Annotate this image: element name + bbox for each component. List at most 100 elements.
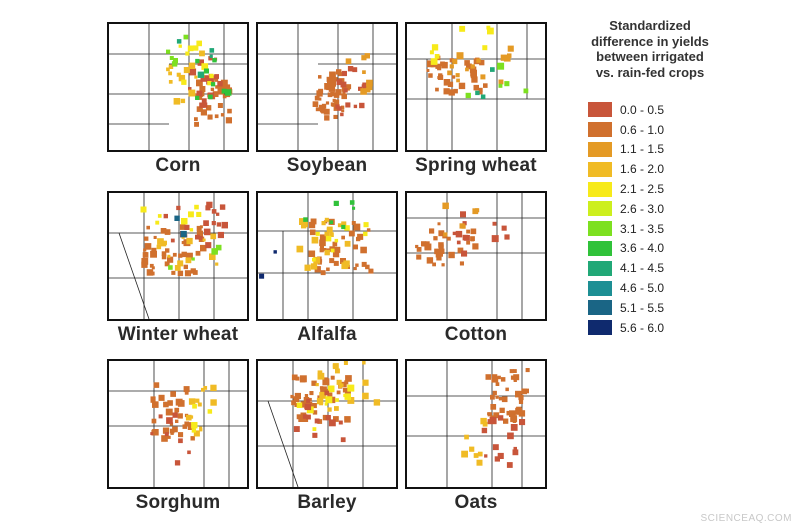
legend-label: 1.6 - 2.0 (620, 162, 665, 177)
legend-label: 2.6 - 3.0 (620, 201, 665, 216)
county-cell (328, 419, 336, 427)
county-cell (495, 382, 500, 386)
county-cell (144, 236, 149, 241)
legend-title-line: difference in yields (591, 33, 709, 49)
county-cell (161, 254, 167, 260)
county-cell (150, 432, 154, 436)
legend-item: 1.6 - 2.0 (588, 159, 740, 179)
county-cell (225, 117, 232, 124)
county-cell (490, 394, 495, 400)
county-cell (306, 414, 311, 420)
county-cell (341, 381, 347, 388)
county-cell (178, 44, 182, 48)
county-cell (363, 231, 368, 237)
county-cell (340, 81, 347, 88)
map-svg (258, 361, 396, 487)
county-cell (214, 114, 219, 119)
county-cell (325, 415, 331, 421)
county-cell (507, 432, 514, 440)
county-cell (170, 391, 176, 397)
county-cell (440, 248, 445, 254)
county-cell (203, 228, 211, 236)
county-cell (443, 79, 451, 86)
county-cell (176, 98, 180, 102)
county-cell (438, 242, 444, 248)
county-cell (206, 201, 213, 208)
county-cell (197, 59, 204, 66)
county-cell (319, 401, 323, 406)
legend-item: 5.6 - 6.0 (588, 318, 740, 338)
county-cell (362, 392, 369, 400)
county-cell (215, 85, 219, 89)
county-cell (216, 222, 221, 227)
county-cell (184, 270, 191, 277)
county-cell (458, 82, 466, 90)
county-cell (175, 398, 183, 406)
county-cell (201, 98, 207, 104)
county-cell (424, 244, 430, 250)
county-cell (188, 211, 194, 218)
county-cell (324, 115, 330, 121)
legend-swatch (588, 141, 612, 157)
county-cell (441, 61, 448, 69)
county-cell (324, 249, 330, 256)
county-cell (451, 75, 456, 79)
legend-title-line: between irrigated (596, 49, 704, 64)
county-cell (223, 84, 231, 92)
county-cell (504, 234, 510, 240)
county-cell (343, 88, 348, 93)
county-cell (361, 55, 367, 61)
county-cell (330, 375, 335, 380)
county-cell (215, 262, 219, 266)
panel-spring-wheat: Spring wheat (405, 22, 547, 177)
county-cell (501, 396, 508, 403)
legend-item: 3.6 - 4.0 (588, 239, 740, 259)
county-cell (323, 108, 330, 115)
map-svg (109, 361, 247, 487)
county-cell (340, 105, 345, 109)
county-cell (156, 244, 162, 250)
county-cell (498, 397, 503, 401)
county-cell (180, 230, 187, 238)
county-cell (178, 438, 183, 444)
county-cell (426, 60, 434, 68)
county-cell (158, 394, 165, 401)
legend-swatch (588, 102, 612, 118)
county-cell (319, 391, 327, 399)
county-cell (211, 248, 218, 255)
county-cell (353, 223, 361, 231)
county-cell (146, 269, 154, 276)
county-cell (143, 248, 147, 252)
legend-title: Standardized difference in yields betwee… (560, 18, 740, 80)
county-cell (188, 87, 192, 91)
county-cell (497, 375, 501, 380)
county-cell (193, 430, 200, 437)
county-cell (204, 68, 209, 74)
county-cell (181, 241, 185, 245)
county-cell (298, 415, 305, 422)
county-cell (326, 267, 330, 272)
county-cell (192, 403, 197, 409)
county-cell (178, 74, 186, 82)
county-cell (348, 230, 355, 237)
county-cell (480, 417, 487, 425)
county-cell (210, 82, 216, 87)
county-cell (196, 106, 203, 112)
county-cell (471, 76, 478, 83)
county-cell (459, 25, 466, 32)
county-cell (448, 89, 455, 96)
county-cell (490, 404, 497, 410)
county-cell (194, 121, 199, 127)
legend-item: 2.1 - 2.5 (588, 179, 740, 199)
county-cell (181, 79, 187, 85)
county-cell (317, 419, 323, 424)
county-cell (478, 87, 483, 92)
county-cell (212, 58, 217, 63)
county-cell (184, 390, 189, 395)
county-cell (342, 91, 346, 95)
county-cell (215, 244, 222, 251)
county-cell (167, 257, 171, 262)
county-cell (464, 235, 470, 241)
county-cell (362, 70, 366, 74)
legend-label: 4.6 - 5.0 (620, 281, 665, 296)
